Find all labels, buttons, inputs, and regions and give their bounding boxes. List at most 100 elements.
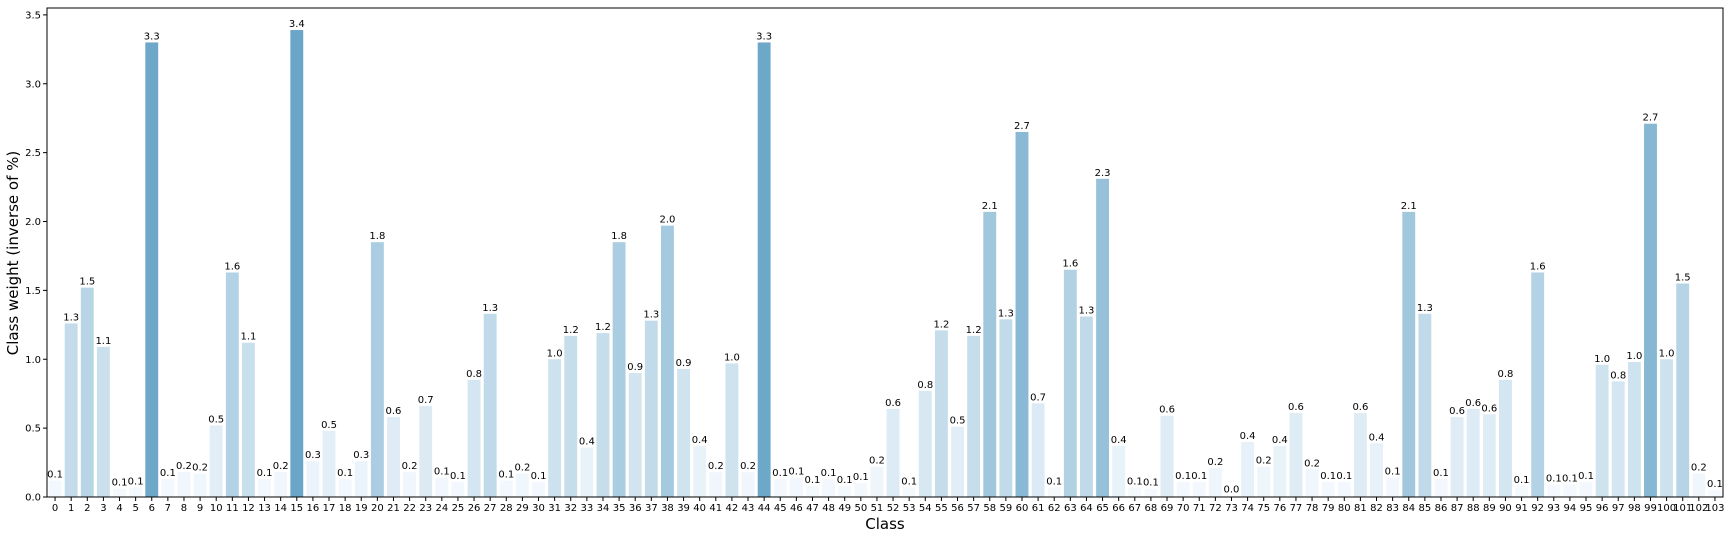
- bar: [934, 330, 948, 497]
- data-label: 0.2: [1691, 463, 1707, 474]
- bar: [854, 483, 868, 497]
- x-tick-label: 93: [1547, 503, 1560, 514]
- x-tick-label: 19: [355, 503, 368, 514]
- x-tick-label: 50: [854, 503, 867, 514]
- x-tick-label: 67: [1128, 503, 1141, 514]
- x-tick-label: 95: [1580, 503, 1593, 514]
- data-label: 0.8: [917, 380, 933, 391]
- bar: [387, 417, 400, 497]
- data-label: 0.7: [1030, 392, 1046, 403]
- bar: [1386, 477, 1400, 497]
- bar: [1402, 211, 1416, 497]
- x-tick-label: 99: [1644, 503, 1657, 514]
- data-label: 0.4: [1272, 435, 1288, 446]
- bar: [1305, 469, 1319, 497]
- data-label: 0.1: [788, 467, 804, 478]
- x-tick-label: 13: [258, 503, 271, 514]
- bar: [1498, 379, 1512, 497]
- data-label: 0.1: [337, 468, 353, 479]
- x-tick-label: 59: [999, 503, 1012, 514]
- bar: [209, 425, 223, 497]
- data-label: 0.1: [901, 476, 917, 487]
- bar: [1644, 123, 1657, 498]
- bar: [709, 472, 723, 497]
- x-tick-label: 63: [1064, 503, 1077, 514]
- x-tick-label: 29: [516, 503, 529, 514]
- x-tick-label: 12: [242, 503, 255, 514]
- x-tick-label: 73: [1225, 503, 1238, 514]
- data-label: 0.1: [1320, 471, 1336, 482]
- y-tick-label: 0.0: [25, 493, 41, 504]
- bar: [1208, 468, 1222, 497]
- x-tick-label: 24: [435, 503, 448, 514]
- data-label: 0.1: [1707, 479, 1723, 490]
- data-label: 0.2: [402, 461, 418, 472]
- data-label: 0.1: [160, 468, 176, 479]
- data-label: 0.1: [837, 475, 853, 486]
- data-label: 1.0: [547, 348, 563, 359]
- x-tick-label: 32: [564, 503, 577, 514]
- data-label: 0.5: [208, 414, 224, 425]
- x-tick-label: 55: [935, 503, 948, 514]
- bar: [693, 446, 707, 497]
- data-label: 0.8: [1610, 370, 1626, 381]
- bar: [96, 346, 110, 497]
- bar: [757, 42, 771, 498]
- x-tick-label: 98: [1628, 503, 1641, 514]
- bar: [1273, 446, 1287, 497]
- x-tick-label: 62: [1048, 503, 1061, 514]
- data-label: 0.5: [950, 416, 966, 427]
- x-tick-label: 27: [484, 503, 497, 514]
- data-label: 0.6: [1159, 405, 1175, 416]
- x-tick-label: 90: [1499, 503, 1512, 514]
- data-label: 0.4: [1240, 431, 1256, 442]
- x-tick-label: 31: [548, 503, 561, 514]
- y-tick-label: 1.5: [25, 286, 41, 297]
- plot-area: 0.0 0.5 1.0 1.5 2.0 2.5 3.0 3.5 0.1 0 1.3 1 1.5 2 1.1 3…: [25, 10, 1724, 514]
- data-label: 0.8: [1497, 369, 1513, 380]
- data-label: 1.0: [1626, 351, 1642, 362]
- data-label: 0.2: [514, 463, 530, 474]
- data-label: 0.6: [1481, 403, 1497, 414]
- x-tick-label: 20: [371, 503, 384, 514]
- bar: [1096, 178, 1110, 497]
- data-label: 0.5: [321, 420, 337, 431]
- data-label: 0.1: [1433, 468, 1449, 479]
- bar: [822, 479, 836, 497]
- data-label: 1.6: [224, 261, 240, 272]
- bar: [1031, 403, 1045, 497]
- x-tick-label: 16: [307, 503, 320, 514]
- x-tick-label: 26: [468, 503, 481, 514]
- data-label: 0.1: [821, 468, 837, 479]
- bar: [113, 488, 126, 497]
- x-tick-label: 66: [1112, 503, 1125, 514]
- data-label: 1.8: [369, 231, 385, 242]
- y-tick-label: 3.5: [25, 10, 41, 21]
- y-tick-label: 2.0: [25, 217, 41, 228]
- bar: [644, 320, 658, 497]
- x-tick-label: 81: [1354, 503, 1367, 514]
- x-tick-label: 100: [1657, 503, 1676, 514]
- bar: [370, 242, 384, 497]
- bar: [1321, 481, 1335, 497]
- bar: [1692, 473, 1706, 497]
- bar: [1627, 362, 1641, 497]
- bar: [435, 477, 449, 497]
- data-label: 0.2: [273, 461, 289, 472]
- bar: [725, 363, 739, 497]
- x-tick-label: 36: [629, 503, 642, 514]
- x-tick-label: 85: [1418, 503, 1431, 514]
- x-tick-label: 3: [100, 503, 106, 514]
- x-tick-label: 9: [197, 503, 203, 514]
- x-tick-label: 37: [645, 503, 658, 514]
- bar: [1676, 283, 1690, 497]
- data-label: 0.2: [740, 461, 756, 472]
- data-label: 0.1: [1546, 474, 1562, 485]
- bar: [806, 485, 819, 497]
- x-tick-label: 8: [181, 503, 187, 514]
- x-tick-label: 42: [726, 503, 739, 514]
- x-tick-label: 17: [323, 503, 336, 514]
- x-tick-label: 97: [1612, 503, 1625, 514]
- x-tick-label: 74: [1241, 503, 1254, 514]
- data-label: 0.1: [112, 478, 128, 489]
